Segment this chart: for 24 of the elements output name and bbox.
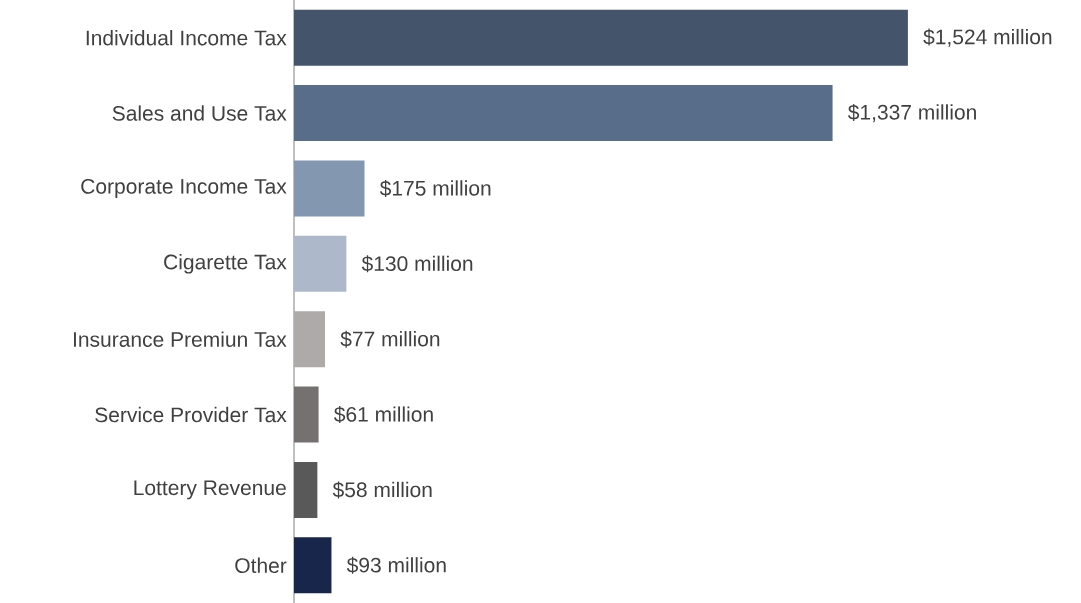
y-tick-label: Individual Income Tax xyxy=(86,29,287,46)
data-label: $175 million xyxy=(379,179,491,197)
y-tick-label: Other xyxy=(235,557,287,574)
data-label: $61 million xyxy=(333,406,433,424)
bar xyxy=(294,235,347,292)
y-tick-label: Cigarette Tax xyxy=(164,254,287,274)
bar xyxy=(294,386,319,443)
data-label: $58 million xyxy=(332,481,432,499)
y-tick-label: Insurance Premiun Tax xyxy=(73,331,287,347)
y-tick-label: Sales and Use Tax xyxy=(112,105,287,121)
data-label: $130 million xyxy=(361,255,473,273)
bar xyxy=(294,160,365,217)
bar xyxy=(294,85,833,142)
data-label: $77 million xyxy=(340,330,440,348)
bar xyxy=(294,461,318,518)
y-tick-label: Corporate Income Tax xyxy=(81,178,287,198)
bar xyxy=(294,537,332,594)
bar xyxy=(294,9,908,66)
data-label: $1,337 million xyxy=(847,103,976,123)
bar xyxy=(294,311,326,368)
y-tick-label: Service Provider Tax xyxy=(95,406,287,423)
data-label: $1,524 million xyxy=(923,28,1052,47)
data-label: $93 million xyxy=(346,556,446,574)
y-tick-label: Lottery Revenue xyxy=(134,480,286,500)
